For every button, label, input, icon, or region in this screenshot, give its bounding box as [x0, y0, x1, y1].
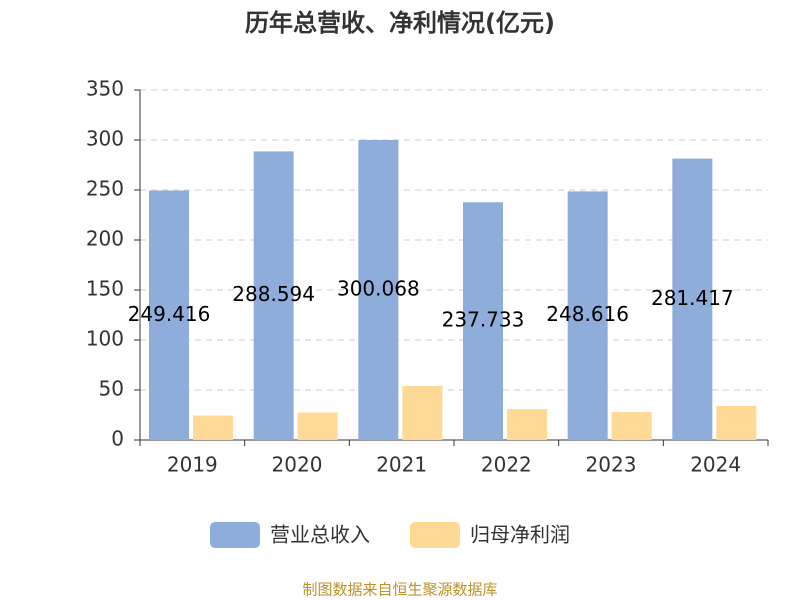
- chart-title: 历年总营收、净利情况(亿元): [245, 9, 555, 37]
- value-label: 300.068: [337, 276, 420, 300]
- y-tick-label: 50: [99, 377, 124, 401]
- y-tick-label: 150: [86, 277, 124, 301]
- x-tick-label: 2022: [481, 453, 532, 477]
- legend-label: 营业总收入: [270, 523, 370, 547]
- bar: [253, 151, 294, 440]
- bar: [358, 139, 399, 440]
- bar: [463, 202, 503, 440]
- bar: [507, 409, 547, 440]
- x-tick-label: 2021: [376, 453, 427, 477]
- value-label: 288.594: [232, 282, 315, 306]
- bar: [567, 191, 608, 440]
- bar: [672, 158, 713, 440]
- legend-swatch: [410, 522, 460, 548]
- x-tick-label: 2020: [272, 453, 323, 477]
- bar: [716, 406, 757, 440]
- y-tick-label: 0: [111, 427, 124, 451]
- y-tick-label: 100: [86, 327, 124, 351]
- bar: [193, 415, 233, 440]
- source-note: 制图数据来自恒生聚源数据库: [302, 581, 497, 599]
- x-tick-label: 2023: [586, 453, 637, 477]
- x-tick-label: 2024: [690, 453, 741, 477]
- bar: [149, 190, 189, 440]
- legend-swatch: [210, 522, 260, 548]
- value-label: 281.417: [651, 286, 734, 310]
- value-label: 248.616: [546, 302, 629, 326]
- bar: [297, 412, 338, 440]
- y-tick-label: 200: [86, 227, 124, 251]
- y-tick-label: 300: [86, 127, 124, 151]
- y-tick-label: 250: [86, 177, 124, 201]
- x-tick-label: 2019: [167, 453, 218, 477]
- y-tick-label: 350: [86, 77, 124, 101]
- bar: [402, 386, 443, 440]
- legend-label: 归母净利润: [470, 523, 570, 547]
- value-label: 237.733: [442, 308, 525, 332]
- bar: [611, 412, 652, 440]
- value-label: 249.416: [128, 302, 211, 326]
